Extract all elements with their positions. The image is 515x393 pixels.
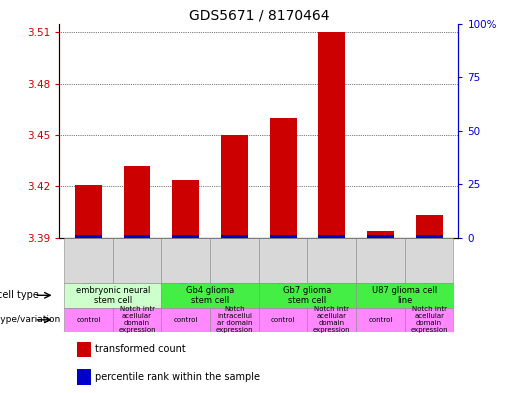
Text: embryonic neural
stem cell: embryonic neural stem cell (76, 286, 150, 305)
Text: control: control (368, 317, 392, 323)
Text: transformed count: transformed count (95, 344, 185, 354)
Title: GDS5671 / 8170464: GDS5671 / 8170464 (188, 8, 329, 22)
Text: control: control (76, 317, 100, 323)
Bar (77, 342, 91, 357)
Text: Notch
intracellul
ar domain
expression: Notch intracellul ar domain expression (216, 306, 253, 333)
Bar (173, 235, 199, 238)
Bar (259, 238, 307, 283)
Bar (113, 308, 161, 332)
Bar (75, 185, 102, 238)
Bar (405, 238, 454, 283)
Bar (356, 308, 405, 332)
Bar (259, 308, 307, 332)
Bar (356, 283, 454, 308)
Bar (318, 235, 345, 238)
Text: percentile rank within the sample: percentile rank within the sample (95, 372, 260, 382)
Bar (75, 235, 102, 238)
Bar (259, 283, 356, 308)
Text: genotype/variation: genotype/variation (0, 315, 61, 324)
Text: U87 glioma cell
line: U87 glioma cell line (372, 286, 437, 305)
Bar (356, 238, 405, 283)
Text: control: control (174, 317, 198, 323)
Text: cell type: cell type (0, 290, 39, 300)
Bar (210, 238, 259, 283)
Bar (161, 283, 259, 308)
Bar (318, 32, 345, 238)
Text: Notch intr
acellular
domain
expression: Notch intr acellular domain expression (410, 306, 448, 333)
Bar (367, 231, 394, 238)
Bar (307, 308, 356, 332)
Bar (173, 180, 199, 238)
Bar (161, 238, 210, 283)
Bar (270, 235, 297, 238)
Bar (416, 215, 442, 238)
Bar (77, 369, 91, 385)
Text: Gb7 glioma
stem cell: Gb7 glioma stem cell (283, 286, 332, 305)
Bar (113, 238, 161, 283)
Bar (307, 238, 356, 283)
Bar (161, 308, 210, 332)
Bar (64, 283, 161, 308)
Text: control: control (271, 317, 295, 323)
Bar (416, 235, 442, 238)
Bar (124, 166, 150, 238)
Bar (367, 235, 394, 238)
Bar (270, 118, 297, 238)
Bar (405, 308, 454, 332)
Bar (64, 308, 113, 332)
Text: Notch intr
acellular
domain
expression: Notch intr acellular domain expression (118, 306, 156, 333)
Bar (124, 235, 150, 238)
Bar (210, 308, 259, 332)
Text: Gb4 glioma
stem cell: Gb4 glioma stem cell (186, 286, 234, 305)
Bar (221, 235, 248, 238)
Bar (64, 238, 113, 283)
Text: Notch intr
acellular
domain
expression: Notch intr acellular domain expression (313, 306, 351, 333)
Bar (221, 135, 248, 238)
